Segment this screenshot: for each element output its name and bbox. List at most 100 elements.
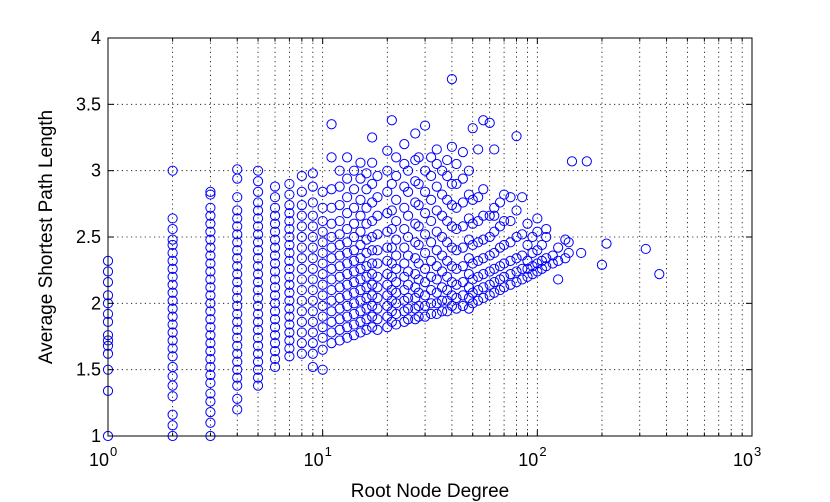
- data-point: [467, 258, 478, 269]
- y-tick-label: 3: [91, 161, 101, 181]
- data-point: [361, 234, 372, 245]
- data-point: [307, 316, 318, 328]
- data-point: [232, 192, 243, 203]
- data-point: [410, 154, 421, 166]
- data-point: [232, 324, 243, 335]
- data-point: [167, 263, 178, 274]
- data-point: [296, 338, 307, 349]
- data-point: [296, 242, 307, 253]
- data-point: [205, 186, 216, 197]
- data-point: [463, 303, 475, 314]
- data-point: [457, 277, 468, 288]
- y-tick-label: 3.5: [76, 94, 101, 114]
- data-point: [386, 178, 397, 190]
- data-point: [410, 176, 421, 187]
- data-point: [367, 269, 378, 280]
- data-point: [372, 192, 383, 203]
- data-point: [361, 168, 372, 179]
- data-point: [342, 237, 353, 248]
- data-point: [284, 223, 295, 235]
- data-point: [342, 247, 353, 259]
- data-point: [367, 215, 378, 227]
- data-point: [391, 250, 402, 261]
- data-point: [296, 274, 307, 285]
- data-point: [284, 200, 295, 211]
- data-point: [413, 221, 424, 232]
- data-point: [205, 353, 216, 365]
- data-point: [296, 348, 307, 359]
- data-point: [334, 229, 345, 240]
- data-point: [367, 132, 378, 143]
- data-point: [478, 282, 489, 293]
- data-point: [361, 292, 372, 304]
- data-point: [167, 165, 178, 176]
- data-point: [252, 308, 264, 320]
- data-point: [232, 284, 243, 296]
- data-point: [576, 247, 587, 259]
- data-point: [232, 340, 243, 351]
- data-point: [334, 165, 345, 176]
- data-point: [348, 330, 360, 341]
- data-point: [167, 239, 178, 251]
- data-point: [451, 158, 462, 170]
- data-point: [426, 152, 437, 163]
- data-point: [252, 213, 264, 224]
- data-point: [498, 239, 510, 251]
- data-point: [410, 237, 421, 248]
- data-point: [167, 287, 178, 298]
- data-point: [232, 245, 243, 256]
- data-point: [296, 200, 307, 211]
- data-point: [252, 284, 264, 296]
- data-point: [307, 306, 318, 317]
- data-point: [167, 213, 178, 224]
- data-point: [431, 261, 442, 272]
- data-point: [463, 189, 475, 200]
- data-point: [205, 361, 216, 373]
- data-point: [269, 322, 281, 333]
- data-point: [307, 348, 318, 359]
- data-point: [232, 229, 243, 240]
- data-point: [419, 290, 431, 301]
- data-point: [296, 295, 307, 306]
- x-tick-label: 10 2: [518, 444, 546, 470]
- data-point: [367, 300, 378, 312]
- data-point: [413, 178, 424, 190]
- data-point: [348, 287, 360, 298]
- data-point: [342, 192, 353, 203]
- data-point: [307, 231, 318, 243]
- data-point: [473, 215, 484, 227]
- data-point: [419, 311, 431, 322]
- data-point: [317, 332, 328, 343]
- data-point: [372, 170, 383, 182]
- data-point: [348, 245, 360, 256]
- data-point: [342, 269, 353, 280]
- data-point: [232, 393, 243, 404]
- data-point: [451, 202, 462, 213]
- data-point: [413, 300, 424, 312]
- data-point: [284, 295, 295, 306]
- data-point: [410, 128, 421, 139]
- y-axis-label: Average Shortest Path Length: [36, 110, 57, 364]
- data-point: [505, 255, 516, 266]
- data-point: [205, 330, 216, 341]
- data-point: [252, 372, 264, 383]
- data-point: [296, 170, 307, 182]
- data-point: [372, 324, 383, 335]
- data-point: [473, 255, 484, 266]
- data-point: [205, 369, 216, 381]
- data-point: [269, 218, 281, 229]
- data-point: [284, 327, 295, 338]
- data-point: [167, 327, 178, 338]
- data-point: [232, 237, 243, 248]
- data-point: [382, 165, 393, 176]
- data-point: [269, 298, 281, 309]
- data-point: [467, 218, 478, 229]
- data-point: [419, 247, 431, 259]
- data-point: [317, 237, 328, 248]
- data-point: [307, 338, 318, 349]
- data-point: [367, 197, 378, 208]
- data-point: [205, 290, 216, 301]
- data-point: [269, 250, 281, 261]
